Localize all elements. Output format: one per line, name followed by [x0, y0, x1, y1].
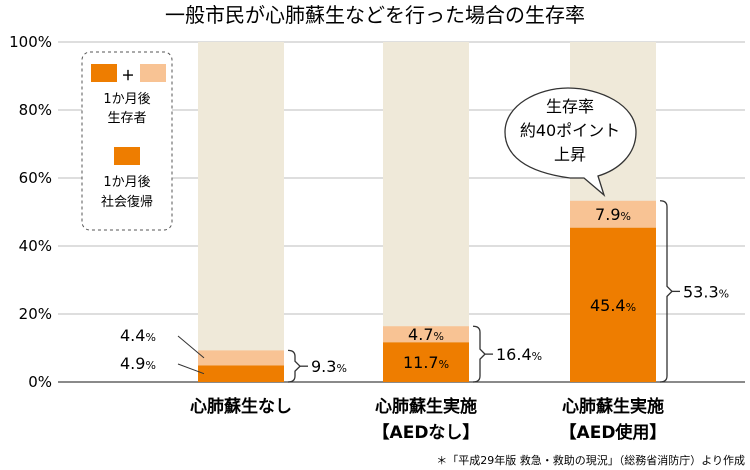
- bar-social-segment: [570, 227, 656, 382]
- legend-swatch-social: [91, 64, 117, 82]
- source-note: ＊「平成29年版 救急・救助の現況」（総務省消防庁）より作成: [436, 453, 745, 467]
- legend-survival-line1: 1か月後: [103, 92, 150, 107]
- bar-survival-segment: [570, 200, 656, 228]
- label-leader: [177, 335, 205, 359]
- callout-shape: [504, 87, 637, 197]
- social-value-label: 11.7%: [403, 353, 449, 372]
- label-leader: [177, 363, 205, 375]
- bar-survival-segment: [383, 326, 469, 343]
- y-axis-ticks: 0% 20% 40% 60% 80% 100%: [9, 33, 52, 391]
- legend-swatch-social-return: [114, 147, 140, 165]
- legend-swatch-survival: [140, 64, 166, 82]
- legend-survival-line2: 生存者: [107, 111, 146, 126]
- y-tick-label: 60%: [19, 169, 52, 187]
- survival-value-label: 7.9%: [595, 205, 631, 224]
- callout-line-2: 約40ポイント: [520, 121, 620, 140]
- y-tick-label: 20%: [19, 305, 52, 323]
- legend-frame: [81, 51, 173, 231]
- total-bracket: [287, 349, 301, 383]
- bar-survival-segment: [198, 350, 284, 366]
- category-labels: 心肺蘇生なし 心肺蘇生実施【AEDなし】心肺蘇生実施【AED使用】: [190, 396, 666, 443]
- chart-title: 一般市民が心肺蘇生などを行った場合の生存率: [165, 3, 585, 27]
- total-bracket: [472, 325, 486, 383]
- total-bracket: [659, 200, 673, 383]
- total-label: 53.3%: [683, 282, 729, 301]
- total-label: 16.4%: [496, 345, 542, 364]
- callout-line-3: 上昇: [554, 145, 586, 164]
- survival-value-label: 4.4%: [120, 326, 156, 345]
- y-tick-label: 80%: [19, 101, 52, 119]
- callout-bubble: 生存率 約40ポイント 上昇: [504, 87, 637, 197]
- legend-social-line2: 社会復帰: [101, 194, 153, 210]
- bar-track: [383, 42, 469, 382]
- y-tick-label: 0%: [28, 373, 52, 391]
- bar-social-segment: [198, 365, 284, 382]
- total-label: 9.3%: [311, 357, 347, 376]
- y-tick-label: 100%: [9, 33, 52, 51]
- category-label: 心肺蘇生実施: [562, 396, 664, 417]
- category-label: 【AED使用】: [560, 422, 667, 443]
- legend-plus: ＋: [121, 69, 134, 84]
- category-label: 【AEDなし】: [373, 422, 480, 443]
- legend: ＋ 1か月後 生存者 1か月後 社会復帰: [81, 51, 173, 231]
- bar-social-segment: [383, 342, 469, 382]
- social-value-label: 45.4%: [590, 296, 636, 315]
- callout-line-1: 生存率: [546, 97, 594, 116]
- y-tick-label: 40%: [19, 237, 52, 255]
- category-label: 心肺蘇生実施: [375, 396, 477, 417]
- bar-track: [198, 42, 284, 382]
- legend-social-line1: 1か月後: [103, 175, 150, 190]
- category-label: 心肺蘇生なし: [190, 396, 292, 417]
- value-labels: 9.3% 16.4% 53.3% 4.4% 4.9% 4.7% 11.7% 7.9% 45.4%: [120, 205, 729, 376]
- survival-value-label: 4.7%: [408, 325, 444, 344]
- social-value-label: 4.9%: [120, 354, 156, 373]
- bars: [198, 200, 656, 382]
- total-brackets: [287, 200, 680, 383]
